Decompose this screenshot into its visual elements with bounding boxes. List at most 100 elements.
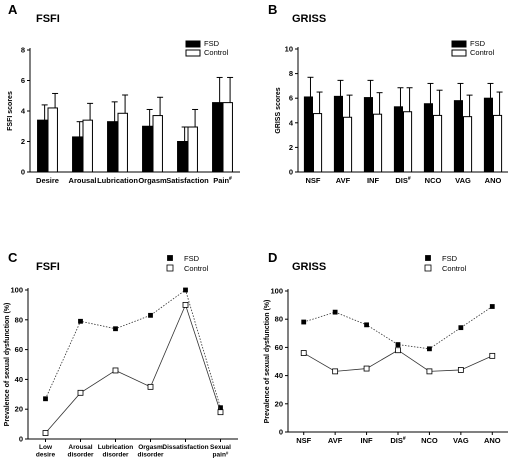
bar (493, 114, 503, 173)
y-axis-label: Prevalence of sexual dysfunction (%) (264, 300, 271, 424)
x-tick-label: Desire (36, 176, 59, 185)
bar (177, 141, 188, 173)
x-tick-label: NCO (425, 176, 442, 185)
legend-swatch (451, 40, 467, 48)
y-tick-label: 0 (289, 168, 293, 177)
data-point (148, 312, 153, 318)
data-point (112, 367, 119, 374)
legend-label: Control (204, 48, 229, 57)
x-tick-label: VAG (455, 176, 471, 185)
data-point (182, 301, 189, 308)
bar (483, 97, 493, 173)
bar (393, 106, 403, 173)
legend-label: Control (442, 264, 467, 273)
x-tick-label: NSF (306, 176, 321, 185)
panel-title: FSFI (36, 13, 60, 25)
data-point (113, 326, 118, 332)
y-tick-label: 0 (21, 168, 25, 177)
data-point (363, 365, 370, 372)
legend-label: FSD (442, 254, 458, 263)
x-tick-label: INF (367, 176, 380, 185)
y-tick-label: 8 (289, 69, 293, 78)
y-axis-label: Prevalence of sexual dysfunction (%) (4, 303, 11, 427)
legend-marker (425, 255, 431, 261)
y-tick-label: 0 (19, 435, 23, 444)
bar (142, 125, 153, 173)
data-point (42, 430, 49, 436)
data-point (147, 383, 154, 390)
legend-label: Control (184, 264, 209, 273)
bar (212, 102, 223, 173)
x-tick-label: ANO (485, 176, 502, 185)
x-tick-label: AVF (336, 176, 351, 185)
data-point (183, 287, 188, 293)
y-tick-label: 4 (21, 107, 26, 116)
x-tick-label: DIS# (390, 436, 406, 445)
y-tick-label: 20 (275, 399, 283, 408)
panel-title: FSFI (36, 261, 60, 273)
bar (453, 100, 463, 173)
bar (152, 115, 163, 173)
legend-marker (167, 255, 173, 261)
y-tick-label: 60 (15, 345, 23, 354)
series-line (45, 289, 221, 408)
x-tick-label: Dissatisfaction (162, 444, 208, 451)
bar (303, 96, 313, 173)
x-tick-label: Satisfaction (166, 176, 209, 185)
bar (343, 116, 353, 173)
data-point (364, 322, 369, 328)
y-tick-label: 6 (21, 76, 25, 85)
x-tick-label: DIS# (395, 176, 411, 185)
legend-label: FSD (204, 39, 220, 48)
x-tick-label: Sexual pain# (210, 444, 231, 459)
bar (37, 119, 48, 173)
bar (433, 114, 443, 173)
data-point (457, 367, 464, 373)
data-point (300, 350, 307, 356)
y-tick-label: 60 (275, 343, 283, 352)
data-point (395, 342, 401, 347)
data-point (332, 309, 338, 315)
y-tick-label: 2 (21, 137, 25, 146)
data-point (395, 347, 401, 354)
bar (222, 102, 233, 173)
y-tick-label: 10 (285, 45, 293, 54)
y-tick-label: 6 (289, 94, 293, 103)
data-point (426, 368, 433, 375)
x-tick-label: Low desire (36, 444, 56, 459)
x-tick-label: NSF (296, 436, 311, 445)
bar (47, 107, 58, 173)
y-axis-label: GRISS scores (275, 87, 282, 133)
bar (333, 95, 343, 173)
bar (187, 126, 198, 173)
x-tick-label: INF (361, 436, 374, 445)
x-tick-label: ANO (484, 436, 501, 445)
data-point (78, 318, 83, 324)
legend-swatch (185, 49, 201, 57)
data-point (427, 346, 432, 352)
y-tick-label: 0 (279, 428, 283, 437)
data-point (217, 409, 224, 416)
x-tick-label: Arousal disorder (67, 444, 93, 459)
y-tick-label: 80 (275, 315, 283, 324)
series-line (303, 349, 493, 372)
legend-label: FSD (184, 254, 200, 263)
y-tick-label: 2 (289, 143, 293, 152)
legend-marker (166, 264, 174, 272)
x-tick-label: Lubrication disorder (98, 444, 133, 459)
y-tick-label: 4 (289, 118, 294, 127)
bar (107, 121, 118, 173)
data-point (458, 325, 464, 331)
bar (313, 113, 323, 173)
bar (403, 111, 413, 173)
data-point (489, 352, 496, 359)
bar (373, 113, 383, 173)
data-point (332, 368, 339, 375)
x-tick-label: NCO (421, 436, 438, 445)
x-tick-label: Arousal (69, 176, 97, 185)
x-tick-label: Pain# (213, 176, 232, 185)
x-tick-label: VAG (453, 436, 469, 445)
panel-letter-c: C (8, 250, 18, 265)
legend-label: FSD (470, 39, 486, 48)
y-tick-label: 80 (15, 315, 23, 324)
